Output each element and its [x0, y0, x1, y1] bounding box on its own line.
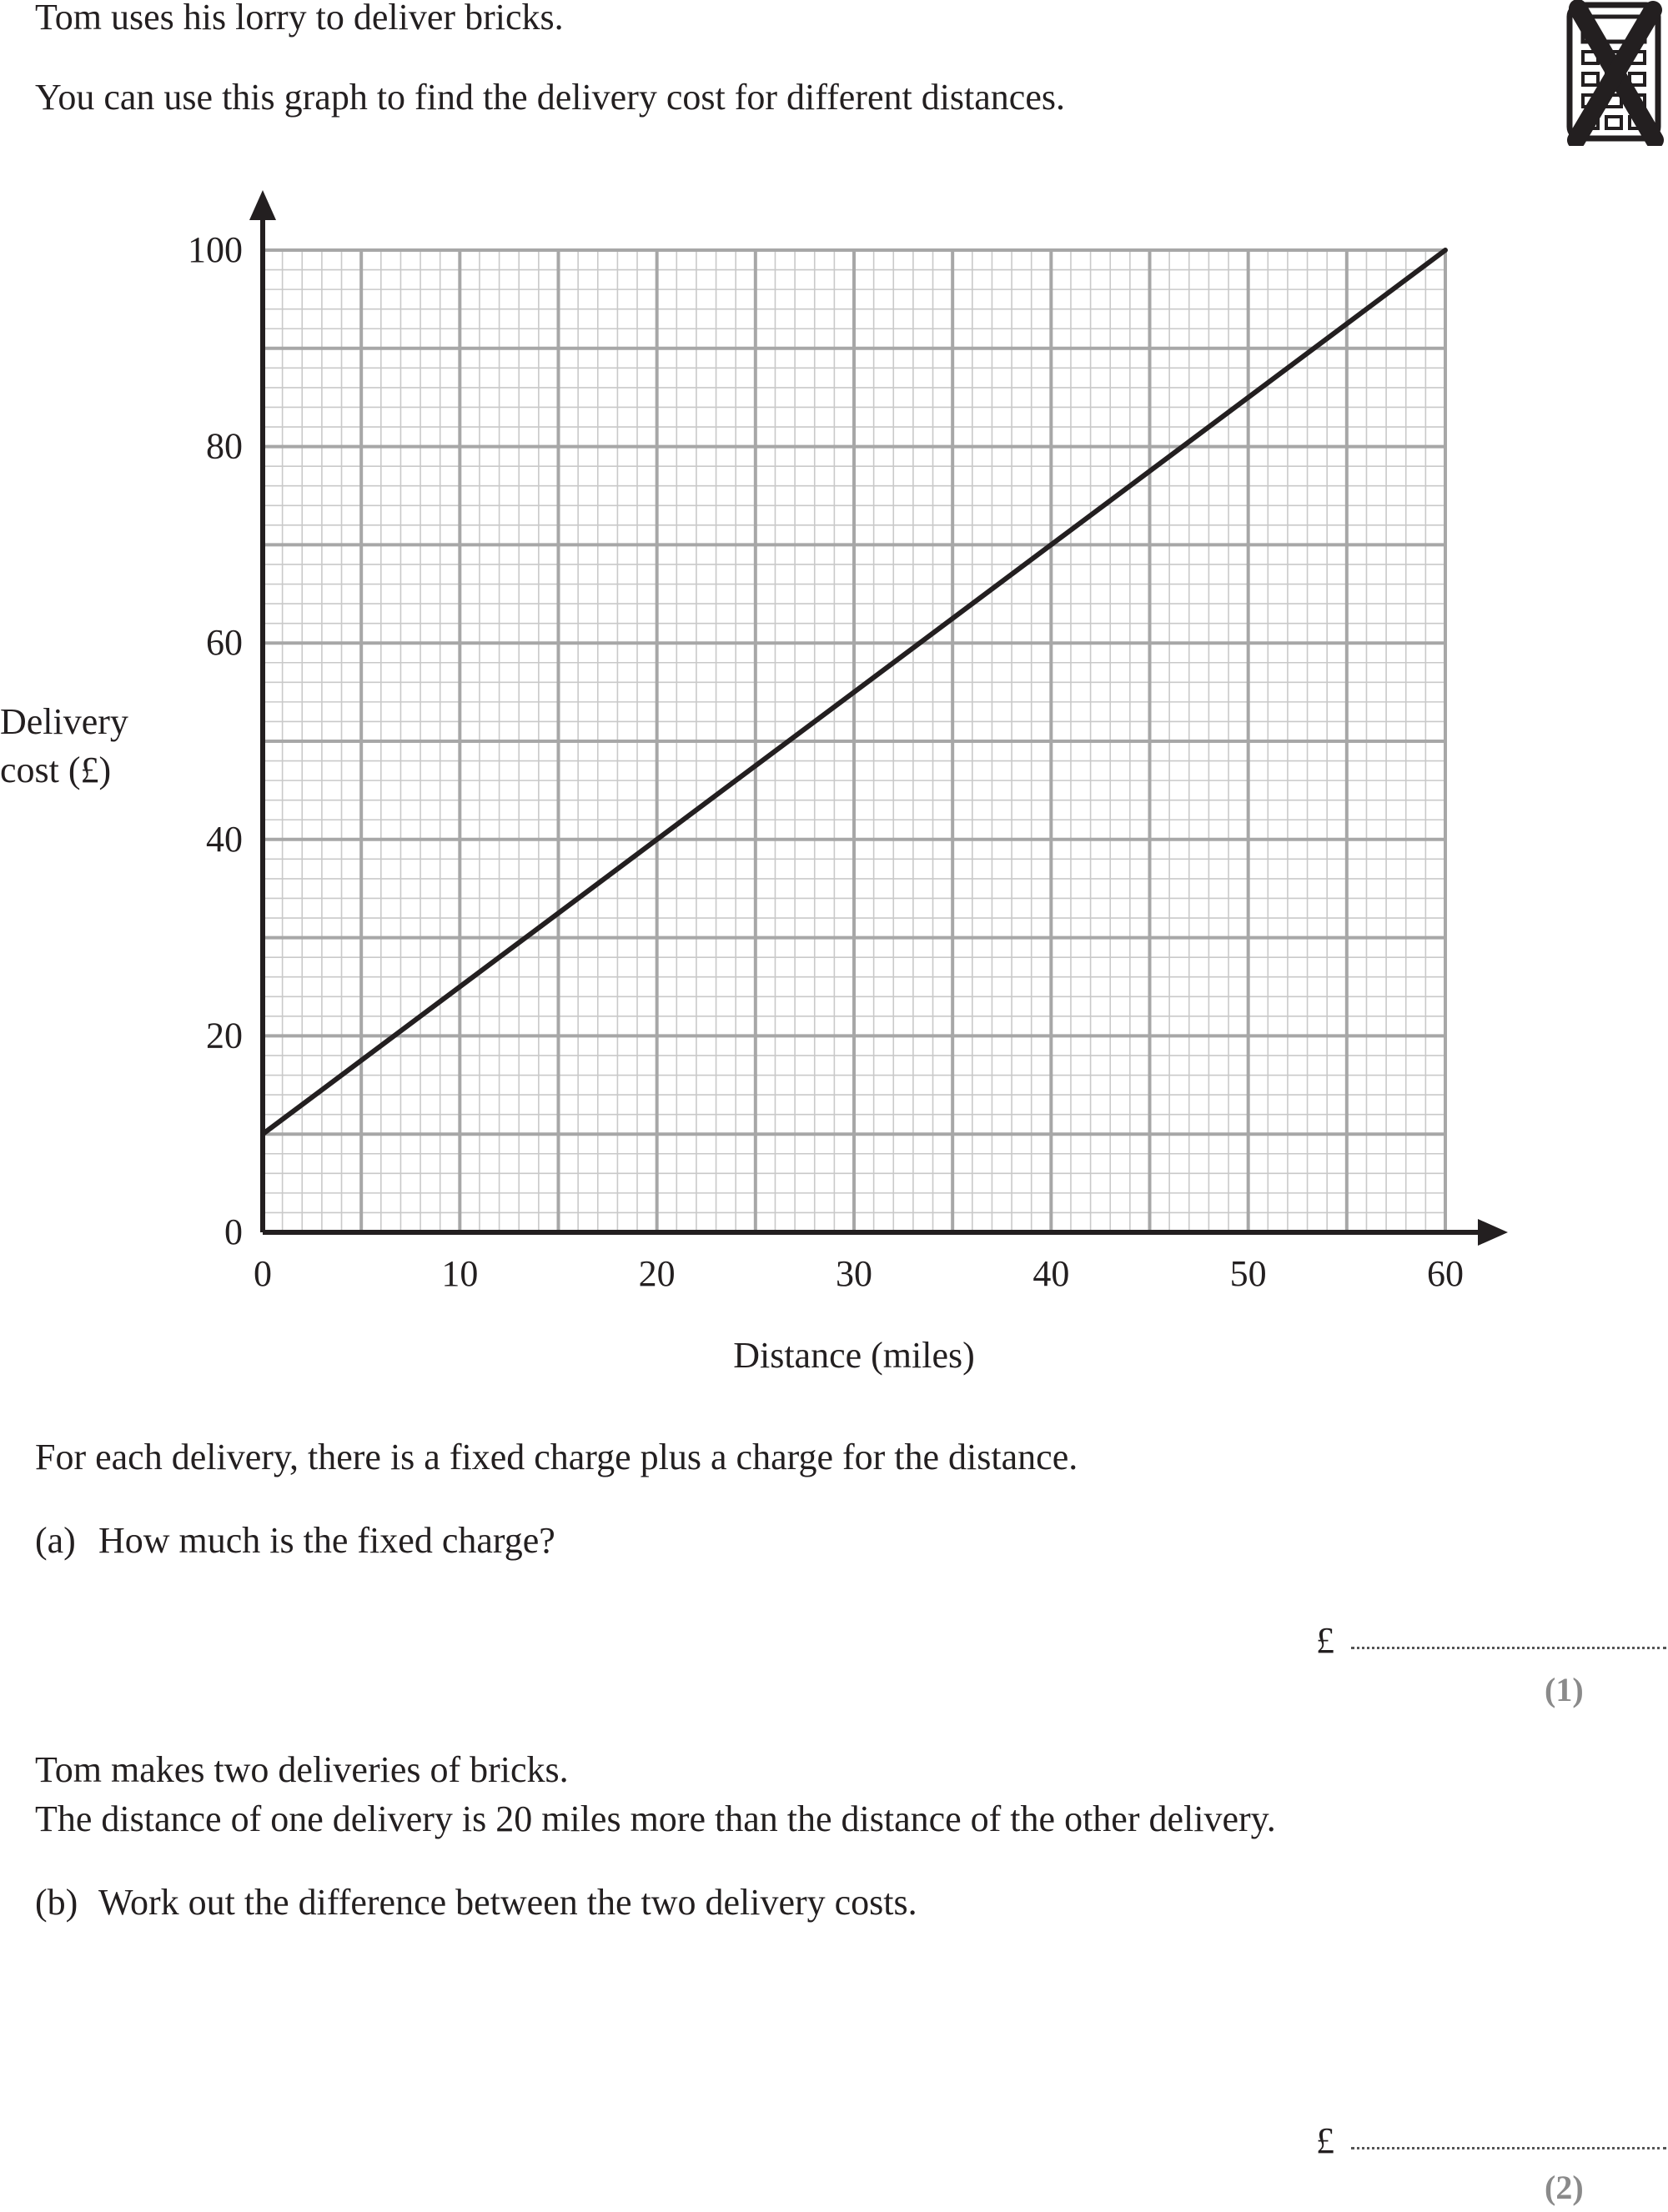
x-tick-label: 20: [639, 1253, 676, 1294]
part-b-answer-line[interactable]: [1351, 2147, 1666, 2149]
y-tick-label: 100: [188, 229, 243, 270]
delivery-cost-graph: 0 10 20 30 40 50 60 0 20 40 60 80 100 Distance (mil…: [0, 190, 1508, 1376]
series-group: [260, 248, 1448, 1137]
y-tick-label: 80: [206, 426, 243, 467]
x-tick-label: 10: [441, 1253, 478, 1294]
y-tick-label: 20: [206, 1015, 243, 1056]
y-tick-label: 40: [206, 819, 243, 860]
part-b-label: (b): [35, 1882, 78, 1923]
x-tick-labels: 0 10 20 30 40 50 60: [254, 1253, 1464, 1294]
x-tick-label: 50: [1230, 1253, 1267, 1294]
x-tick-label: 60: [1427, 1253, 1464, 1294]
part-a-question: How much is the fixed charge?: [98, 1520, 555, 1561]
axes: [249, 190, 1508, 1246]
series-line: [260, 248, 1448, 1137]
scenario-line-1: Tom makes two deliveries of bricks.: [35, 1749, 569, 1790]
y-tick-labels: 0 20 40 60 80 100: [188, 229, 243, 1252]
no-calculator-icon: [1566, 0, 1664, 146]
part-b-currency: £: [1316, 2120, 1334, 2161]
x-tick-label: 0: [254, 1253, 272, 1294]
x-tick-label: 40: [1032, 1253, 1069, 1294]
x-axis-arrow: [1478, 1219, 1508, 1246]
x-axis-label: Distance (miles): [733, 1335, 975, 1376]
part-b-question: Work out the difference between the two …: [98, 1882, 917, 1923]
y-tick-label: 0: [224, 1211, 243, 1252]
y-axis-arrow: [249, 190, 276, 220]
part-a-marks: (1): [1545, 1671, 1584, 1708]
y-axis-label-line-1: Delivery: [0, 701, 128, 742]
intro-line-2: You can use this graph to find the deliv…: [35, 77, 1065, 118]
part-a-label: (a): [35, 1520, 76, 1561]
intro-line-1: Tom uses his lorry to deliver bricks.: [35, 0, 564, 38]
part-a-answer-line[interactable]: [1351, 1647, 1666, 1649]
scenario-line-2: The distance of one delivery is 20 miles…: [35, 1798, 1276, 1839]
x-tick-label: 30: [836, 1253, 872, 1294]
y-tick-label: 60: [206, 622, 243, 663]
statement: For each delivery, there is a fixed char…: [35, 1437, 1078, 1477]
y-axis-label-line-2: cost (£): [0, 750, 111, 790]
part-a-currency: £: [1316, 1620, 1334, 1661]
part-b-marks: (2): [1545, 2169, 1584, 2206]
